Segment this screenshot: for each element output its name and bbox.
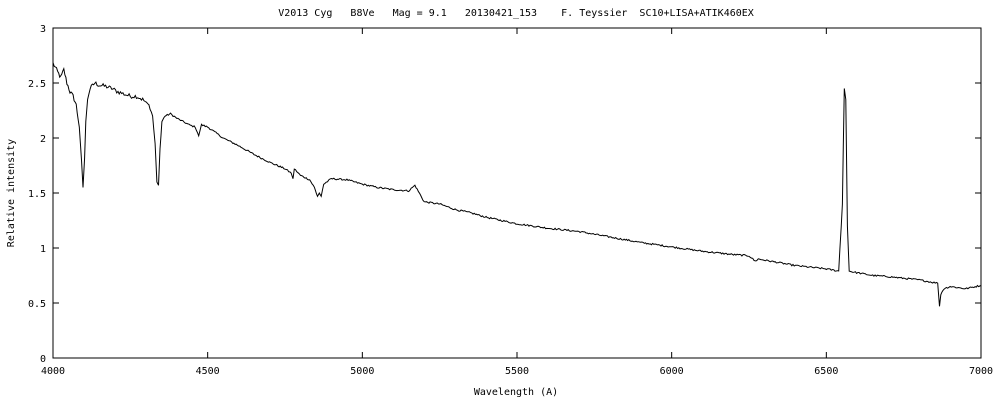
x-tick-label: 6500 (814, 366, 838, 377)
x-tick-label: 6000 (660, 366, 684, 377)
x-axis-ticks: 4000 4500 5000 5500 6000 6500 7000 (41, 28, 993, 377)
x-tick-label: 5000 (350, 366, 374, 377)
y-axis-ticks: 0 0.5 1 1.5 2 2.5 3 (28, 24, 981, 365)
y-axis-label: Relative intensity (6, 139, 17, 247)
chart-title: V2013 Cyg B8Ve Mag = 9.1 20130421_153 F.… (278, 8, 754, 19)
x-tick-label: 4000 (41, 366, 65, 377)
y-tick-label: 2 (40, 134, 46, 145)
y-tick-label: 1 (40, 244, 46, 255)
y-tick-label: 2.5 (28, 79, 46, 90)
y-tick-label: 1.5 (28, 189, 46, 200)
x-tick-label: 7000 (969, 366, 993, 377)
x-tick-label: 4500 (196, 366, 220, 377)
y-tick-label: 0.5 (28, 299, 46, 310)
x-axis-label: Wavelength (A) (474, 387, 558, 398)
y-tick-label: 3 (40, 24, 46, 35)
y-tick-label: 0 (40, 354, 46, 365)
spectrum-line (52, 62, 982, 307)
plot-area-frame (52, 27, 982, 359)
x-tick-label: 5500 (505, 366, 529, 377)
